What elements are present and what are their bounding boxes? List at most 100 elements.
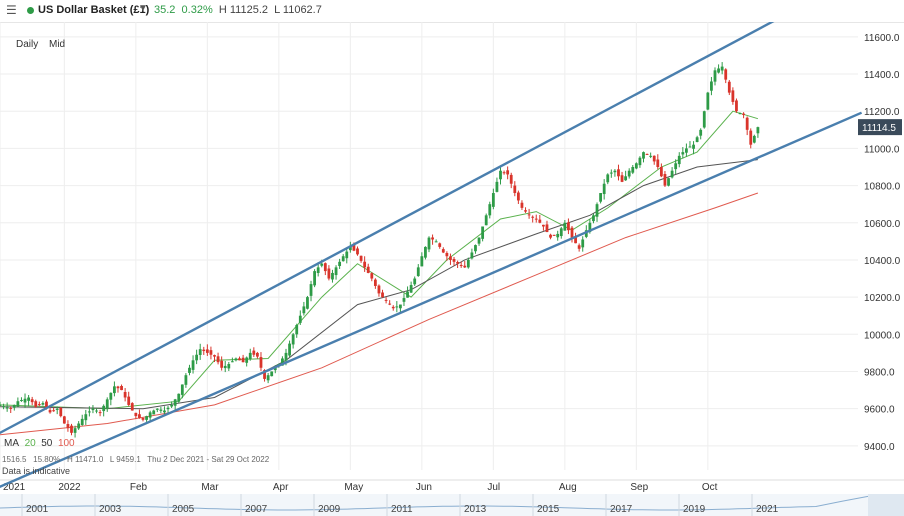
candle-body	[549, 234, 552, 238]
price-chart[interactable]: 9400.0 9600.0 9800.0 10000.0 10200.0 10400.0 1…	[0, 22, 904, 516]
candle-body	[177, 393, 181, 402]
candle-body	[674, 163, 678, 170]
candle-body	[141, 417, 145, 420]
candle-body	[59, 407, 63, 417]
candle-body	[638, 157, 642, 166]
candle-body	[120, 385, 123, 391]
candle-body	[284, 352, 288, 361]
candle-body	[595, 204, 599, 217]
candle-body	[130, 403, 134, 411]
candle-body	[409, 285, 413, 293]
candle-body	[413, 278, 417, 285]
instrument-title[interactable]: US Dollar Basket (£1)	[38, 4, 150, 16]
candle-body	[163, 410, 166, 413]
y-tick-label: 11400.0	[864, 70, 900, 81]
candle-body	[545, 224, 549, 233]
candle-body	[202, 349, 206, 352]
interval-selector[interactable]: Daily	[16, 39, 39, 50]
candle-body	[34, 401, 38, 407]
candle-body	[209, 350, 213, 355]
x-tick-label: Feb	[130, 482, 148, 493]
instrument-dropdown-icon[interactable]: ▼	[138, 3, 148, 14]
candle-body	[509, 174, 513, 184]
candle-body	[245, 357, 249, 363]
candle-body	[234, 358, 238, 361]
candle-body	[230, 361, 234, 363]
candle-body	[552, 234, 556, 236]
ma-legend-label: MA	[4, 438, 19, 449]
candle-body	[381, 292, 384, 298]
candle-body	[184, 375, 188, 385]
candle-body	[738, 113, 742, 115]
candle-body	[248, 352, 252, 360]
candle-body	[713, 70, 717, 82]
candle-body	[152, 410, 156, 415]
y-tick-label: 11200.0	[864, 107, 900, 118]
candle-body	[491, 193, 495, 207]
candle-body	[567, 222, 570, 231]
candle-body	[563, 222, 567, 231]
day-high: H 11125.2	[218, 4, 269, 16]
navigator-year-label: 2011	[391, 504, 413, 515]
ma50-legend[interactable]: 50	[41, 438, 53, 449]
x-tick-label: May	[344, 482, 363, 493]
candle-body	[735, 100, 738, 112]
y-tick-label: 10400.0	[864, 256, 901, 267]
candle-body	[474, 245, 477, 252]
candle-body	[427, 237, 431, 250]
candle-body	[313, 271, 316, 286]
candle-body	[80, 418, 84, 425]
menu-icon[interactable]: ☰	[6, 3, 17, 17]
candle-body	[198, 349, 202, 355]
candle-body	[359, 255, 363, 261]
ma20-legend[interactable]: 20	[24, 438, 36, 449]
candle-body	[463, 265, 467, 268]
candle-body	[516, 192, 520, 201]
candle-body	[481, 226, 485, 239]
candle-body	[20, 399, 23, 401]
y-tick-label: 9400.0	[864, 442, 895, 453]
candle-body	[180, 384, 184, 395]
candle-body	[685, 148, 688, 153]
ma-line	[0, 192, 759, 436]
candle-body	[348, 246, 352, 251]
navigator-year-label: 2019	[683, 504, 706, 515]
candle-body	[306, 297, 309, 309]
candle-body	[495, 181, 499, 192]
candle-body	[710, 81, 713, 91]
ma100-legend[interactable]: 100	[57, 438, 75, 449]
candle-body	[617, 169, 620, 177]
candle-body	[84, 414, 88, 421]
candle-body	[37, 404, 41, 406]
navigator-year-label: 2003	[99, 504, 122, 515]
y-tick-label: 10000.0	[864, 330, 901, 341]
candle-body	[102, 405, 106, 412]
ma-legend: MA 20 50 100	[4, 438, 75, 449]
x-tick-label: Jun	[416, 482, 432, 493]
candle-body	[116, 386, 120, 389]
candle-body	[148, 412, 152, 418]
candle-body	[742, 113, 745, 115]
candle-body	[352, 244, 356, 251]
candle-body	[434, 241, 438, 243]
candle-body	[420, 256, 424, 267]
candle-body	[438, 243, 442, 247]
candle-body	[16, 401, 20, 407]
candle-body	[298, 315, 302, 323]
candle-body	[309, 284, 313, 296]
candle-body	[73, 428, 77, 433]
candle-body	[499, 170, 502, 180]
candle-body	[538, 219, 542, 223]
candle-body	[406, 291, 409, 298]
candle-body	[159, 409, 163, 411]
candle-body	[127, 396, 131, 405]
price-type-selector[interactable]: Mid	[49, 39, 66, 50]
candle-body	[556, 233, 560, 238]
data-disclaimer: Data is indicative	[2, 466, 71, 476]
candle-body	[570, 227, 574, 238]
candle-body	[513, 185, 517, 194]
candle-body	[77, 423, 81, 429]
candle-body	[717, 68, 720, 73]
candle-body	[66, 424, 70, 429]
candle-body	[384, 299, 388, 301]
